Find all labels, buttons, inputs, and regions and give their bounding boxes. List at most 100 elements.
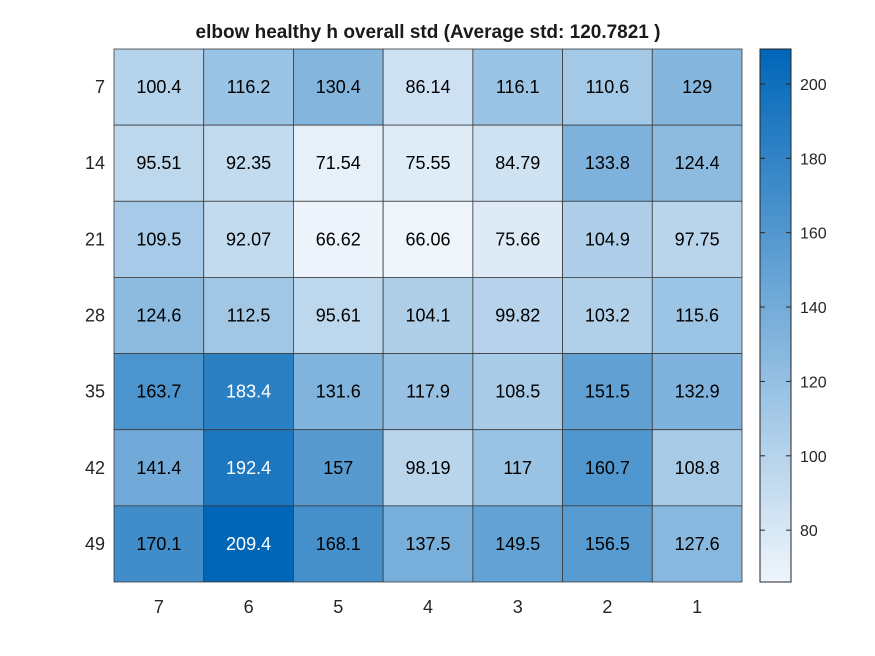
cell-value-label: 170.1 [136,534,181,554]
cell-value-label: 163.7 [136,382,181,402]
y-tick-label: 35 [85,382,105,402]
cell-value-label: 71.54 [316,153,361,173]
x-tick-label: 6 [244,597,254,617]
x-tick-label: 7 [154,597,164,617]
cell-value-label: 75.66 [495,229,540,249]
colorbar-tick-label: 120 [800,374,827,391]
cell-value-label: 130.4 [316,77,361,97]
heatmap-cell [113,353,205,431]
heatmap-cell [382,200,474,278]
x-axis-ticks: 7 6 5 4 3 2 1 [154,597,702,617]
heatmap-cell [293,505,384,583]
colorbar-tick-label: 200 [800,77,827,94]
x-tick-label: 5 [333,597,343,617]
cell-value-label: 112.5 [227,306,271,326]
heatmap-cell [562,48,653,126]
cell-value-label: 86.14 [405,77,450,97]
cell-value-label: 149.5 [495,534,540,554]
cell-value-label: 117.9 [406,382,450,402]
heatmap-cell [562,124,653,202]
heatmap-cell [203,429,294,507]
cell-value-label: 168.1 [316,534,361,554]
heatmap-cell [562,200,653,278]
y-axis-ticks: 7 14 21 28 35 42 49 [85,77,105,554]
cell-value-label: 132.9 [675,382,720,402]
cell-value-label: 160.7 [585,458,630,478]
cell-value-label: 137.5 [405,534,450,554]
cell-value-label: 151.5 [585,382,630,402]
colorbar: 80 100 120 140 160 180 200 [759,48,827,583]
cell-value-label: 104.9 [585,229,630,249]
heatmap-cell [651,277,743,354]
x-tick-label: 3 [513,597,523,617]
cell-value-label: 103.2 [585,306,630,326]
heatmap-cell [651,429,743,507]
colorbar-tick-label: 100 [800,449,827,466]
heatmap-cell [472,505,563,583]
heatmap-cell [472,124,563,202]
heatmap-cell [382,277,474,354]
cell-value-label: 115.6 [675,306,719,326]
colorbar-tick-label: 180 [800,151,827,168]
cell-value-label: 75.55 [405,153,450,173]
heatmap-cell [113,48,205,126]
cell-value-label: 92.07 [226,229,271,249]
heatmap-cell [382,505,474,583]
y-tick-label: 14 [85,153,105,173]
heatmap-cell [113,429,205,507]
cell-value-label: 99.82 [495,306,540,326]
cell-value-label: 84.79 [495,153,540,173]
colorbar-tick-label: 140 [800,300,827,317]
colorbar-tick-label: 80 [800,523,818,540]
cell-value-label: 97.75 [675,229,720,249]
heatmap-cell [293,429,384,507]
cell-value-label: 110.6 [586,77,630,97]
cell-value-label: 66.06 [405,229,450,249]
y-tick-label: 42 [85,458,105,478]
y-tick-label: 7 [95,77,105,97]
heatmap-cell [382,48,474,126]
heatmap-cell [472,200,563,278]
cell-value-label: 116.2 [227,77,271,97]
cell-value-label: 141.4 [136,458,181,478]
heatmap-cell [113,124,205,202]
heatmap-cell [651,124,743,202]
heatmap-cell [472,48,563,126]
colorbar-tick-label: 160 [800,226,827,243]
x-tick-label: 4 [423,597,433,617]
cell-value-label: 116.1 [496,77,540,97]
cell-value-label: 157 [323,458,353,478]
heatmap-cell [651,505,743,583]
cell-value-label: 95.61 [316,306,361,326]
cell-value-label: 131.6 [316,382,361,402]
cell-value-label: 209.4 [226,534,271,554]
heatmap-cell [651,353,743,431]
cell-value-label: 124.4 [675,153,720,173]
heatmap-cell [113,200,205,278]
cell-value-label: 183.4 [226,382,271,402]
y-tick-label: 21 [85,229,105,249]
x-tick-label: 2 [602,597,612,617]
heatmap-cell [113,505,205,583]
chart-title: elbow healthy h overall std (Average std… [196,22,661,43]
cell-value-label: 127.6 [675,534,720,554]
cell-value-label: 133.8 [585,153,630,173]
colorbar-gradient [759,48,792,583]
y-tick-label: 49 [85,534,105,554]
heatmap-cell [472,429,563,507]
heatmap-cells: 100.4 116.2 130.4 86.14 116.1 110.6 129 95.51 92… [113,48,743,583]
heatmap-cell [562,505,653,583]
heatmap-cell [562,277,653,354]
heatmap-cell [113,277,205,354]
cell-value-label: 124.6 [136,306,181,326]
heatmap-cell [293,200,384,278]
cell-value-label: 108.5 [495,382,540,402]
cell-value-label: 109.5 [136,229,181,249]
cell-value-label: 95.51 [136,153,181,173]
heatmap-cell [651,200,743,278]
heatmap-cell [203,48,294,126]
heatmap-cell [203,277,294,354]
heatmap-cell [203,200,294,278]
cell-value-label: 192.4 [226,458,271,478]
